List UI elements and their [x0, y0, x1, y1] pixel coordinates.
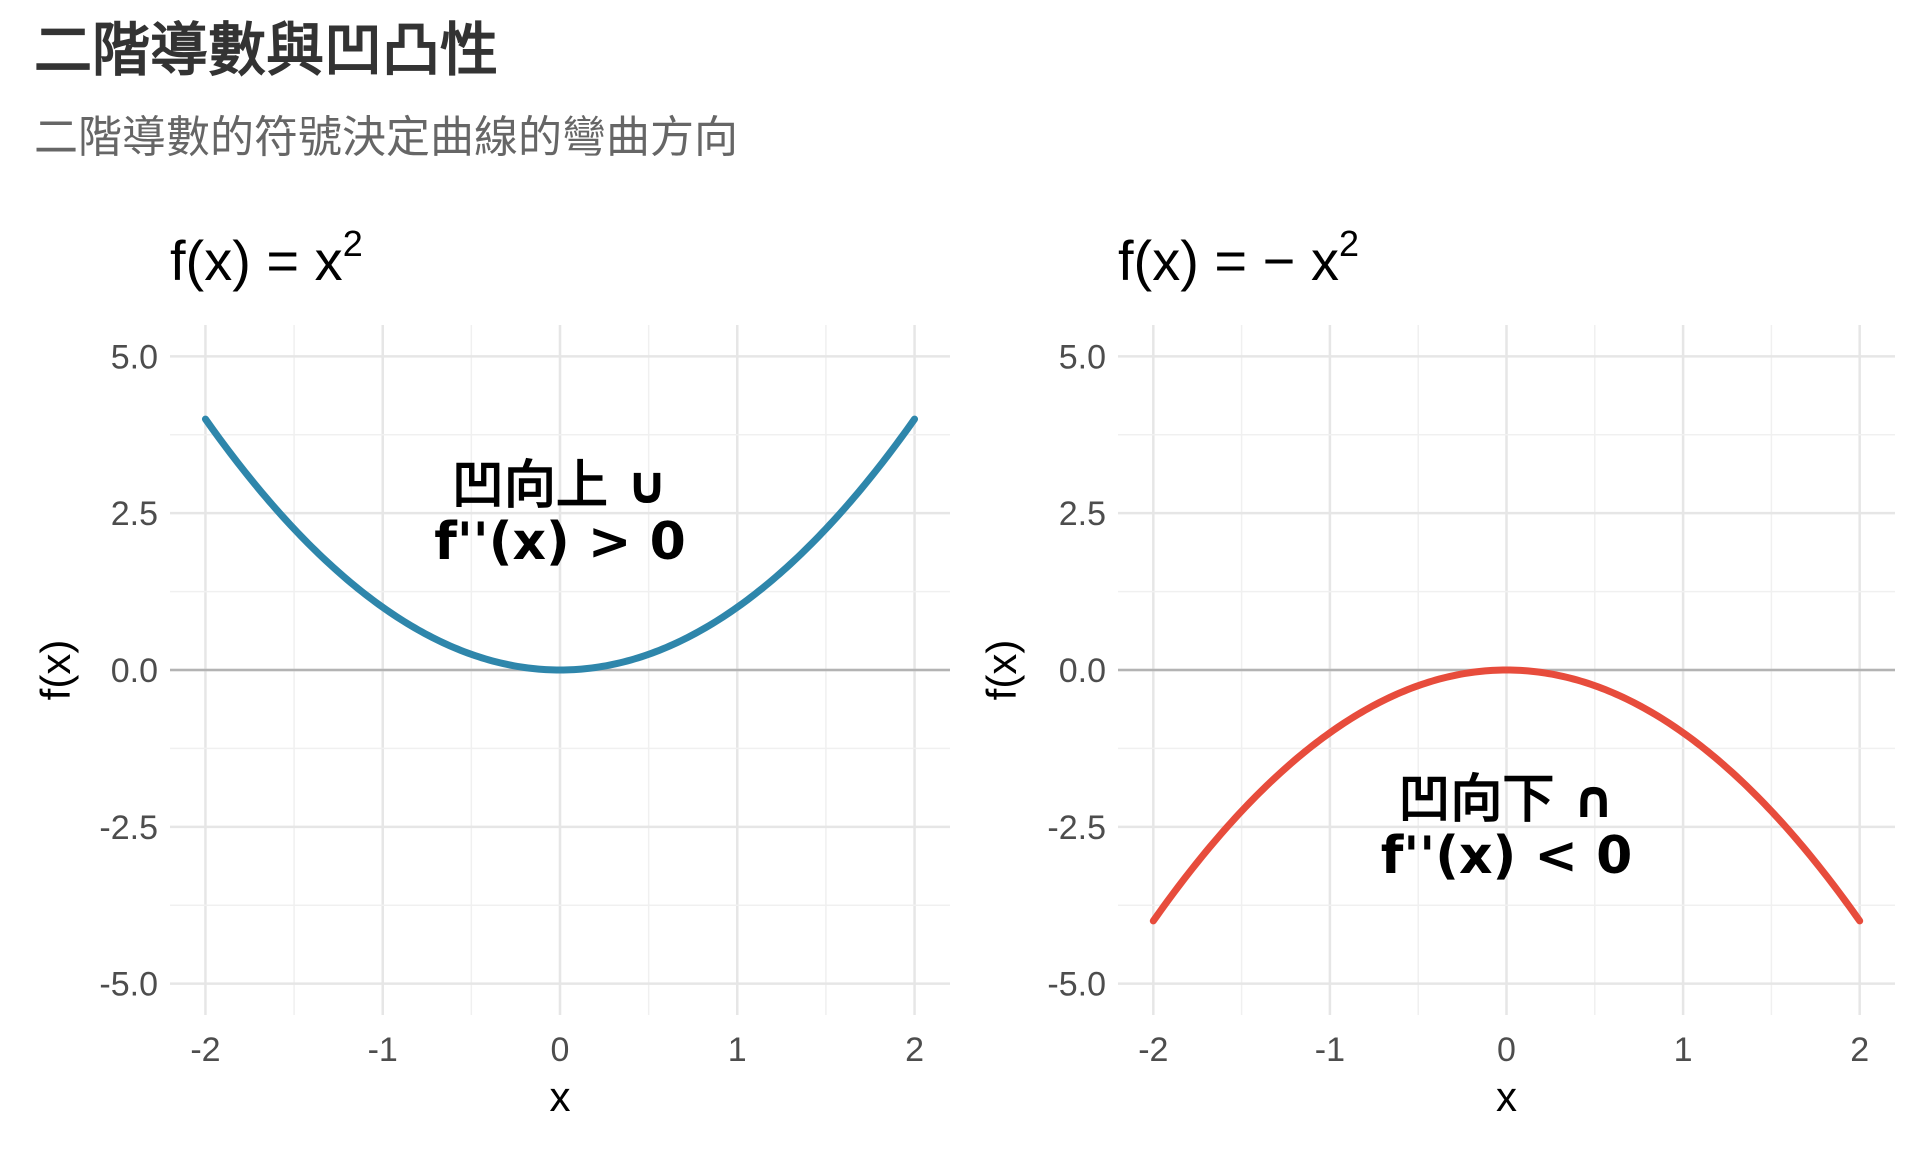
panel-title: f(x) = − x2 [1118, 223, 1359, 292]
figure-title: 二階導數與凹凸性 [34, 16, 498, 84]
y-tick-label: 5.0 [111, 338, 158, 376]
y-tick-label: 2.5 [1059, 495, 1106, 533]
y-tick-label: -5.0 [1047, 966, 1106, 1004]
x-tick-label: 2 [1850, 1031, 1869, 1069]
grid [170, 325, 950, 1015]
y-tick-label: 0.0 [111, 652, 158, 690]
y-axis-label: f(x) [32, 640, 79, 701]
concavity-annotation-line1: 凹向下 ∩ [1398, 770, 1614, 830]
x-tick-label: -1 [368, 1031, 398, 1069]
x-tick-label: 0 [551, 1031, 570, 1069]
y-tick-label: 0.0 [1059, 652, 1106, 690]
concavity-annotation-line2: f''(x) < 0 [1381, 826, 1633, 886]
x-tick-label: 0 [1497, 1031, 1516, 1069]
panel-title: f(x) = x2 [170, 223, 363, 292]
y-tick-label: -2.5 [1047, 809, 1106, 847]
x-tick-label: -2 [190, 1031, 220, 1069]
x-tick-label: -2 [1138, 1031, 1168, 1069]
y-axis-label: f(x) [978, 640, 1025, 701]
x-tick-label: 1 [1674, 1031, 1693, 1069]
x-axis-label: x [1496, 1073, 1517, 1120]
y-tick-label: 5.0 [1059, 338, 1106, 376]
chart-panel-2: -2 -1 0 1 2 -5.0 -2.5 0.0 2.5 5.0 x f(x) f(x) = − x2… [978, 223, 1895, 1120]
y-tick-label: -5.0 [99, 966, 158, 1004]
y-tick-label: -2.5 [99, 809, 158, 847]
y-tick-label: 2.5 [111, 495, 158, 533]
panels: -2 -1 0 1 2 -5.0 -2.5 0.0 2.5 5.0 x f(x) f(x) = x2 凹向… [32, 223, 1895, 1120]
figure-subtitle: 二階導數的符號決定曲線的彎曲方向 [34, 112, 738, 163]
curve-line [1149, 666, 1864, 925]
x-tick-label: 2 [905, 1031, 924, 1069]
curve-line [201, 415, 919, 674]
x-tick-label: 1 [728, 1031, 747, 1069]
concavity-annotation-line2: f''(x) > 0 [434, 512, 686, 572]
x-tick-label: -1 [1315, 1031, 1345, 1069]
chart-panel-1: -2 -1 0 1 2 -5.0 -2.5 0.0 2.5 5.0 x f(x) f(x) = x2 凹向… [32, 223, 950, 1120]
x-axis-label: x [550, 1073, 571, 1120]
concavity-annotation-line1: 凹向上 ∪ [452, 456, 668, 516]
